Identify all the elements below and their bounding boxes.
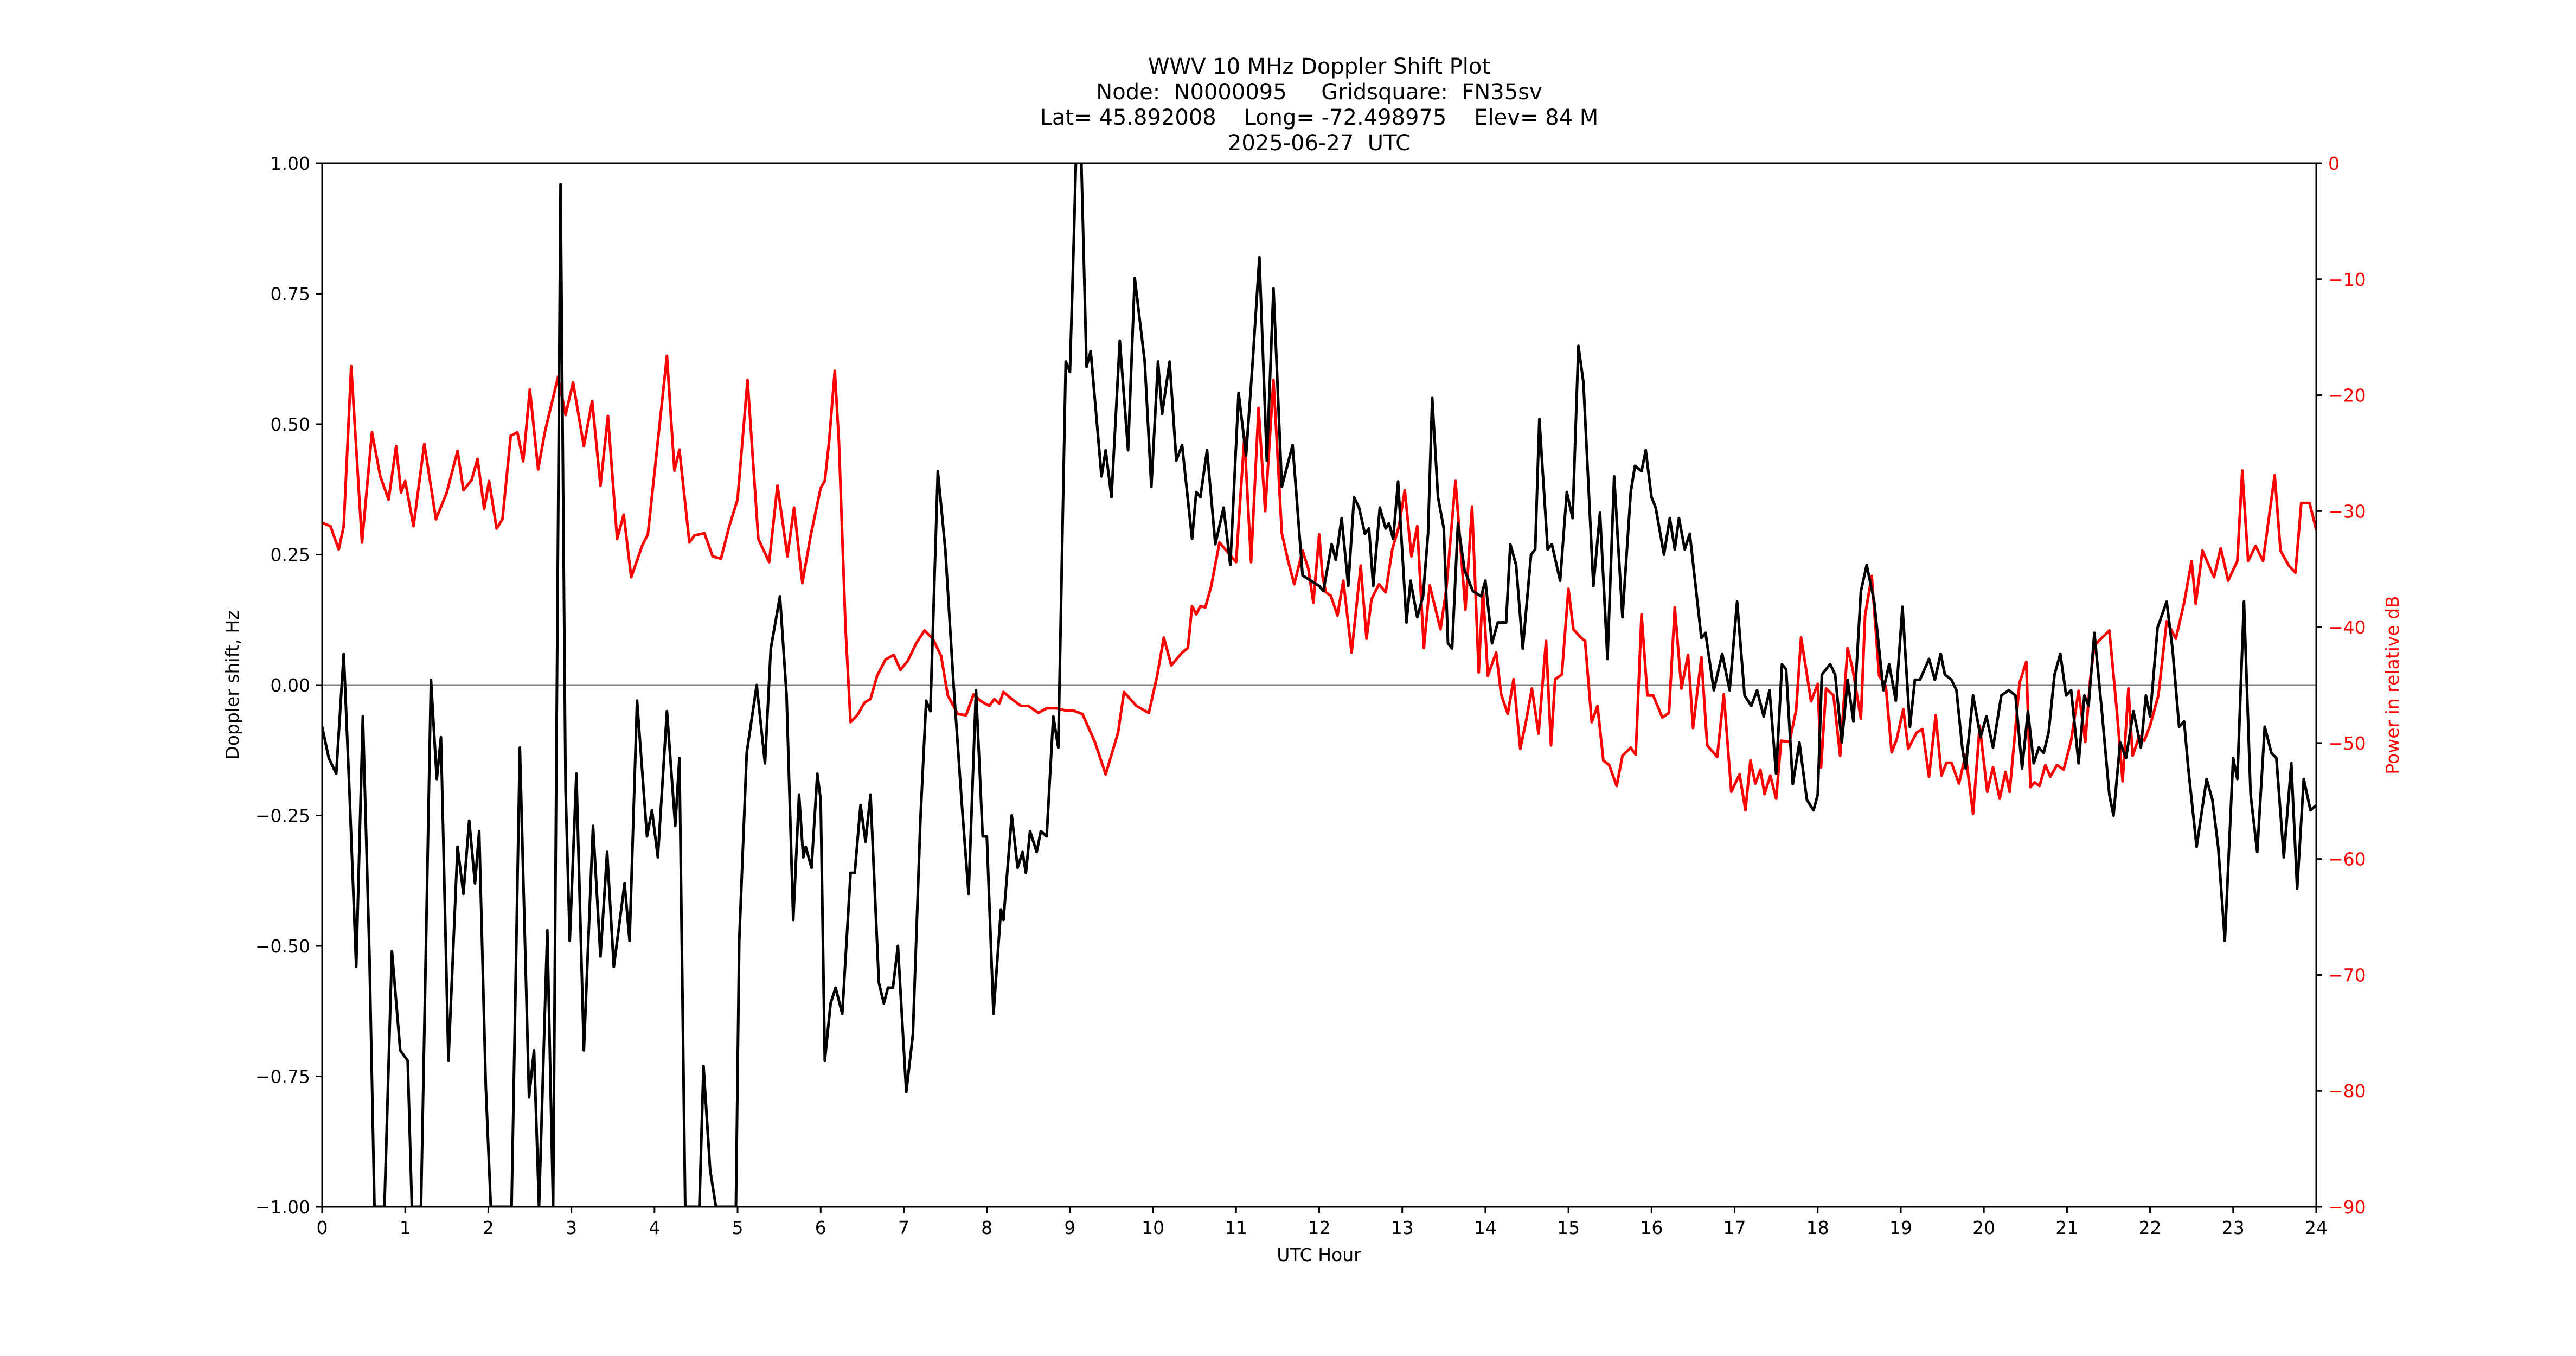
title-line-1: WWV 10 MHz Doppler Shift Plot bbox=[1148, 54, 1491, 79]
doppler-series-line bbox=[322, 163, 2316, 1207]
y-tick-label: −0.50 bbox=[255, 936, 310, 957]
y2-tick-label: −10 bbox=[2328, 269, 2366, 290]
x-tick-label: 7 bbox=[898, 1217, 909, 1238]
y-axis-left: 1.00 0.75 0.50 0.25 0.00 −0.25 −0.50 −0.75 −1.00 bbox=[255, 153, 322, 1218]
power-line bbox=[322, 354, 2316, 815]
x-tick-label: 17 bbox=[1723, 1217, 1746, 1238]
x-tick-label: 0 bbox=[317, 1217, 328, 1238]
y2-tick-label: −20 bbox=[2328, 385, 2366, 406]
x-tick-label: 24 bbox=[2305, 1217, 2328, 1238]
y2-tick-label: −40 bbox=[2328, 617, 2366, 638]
x-tick-label: 1 bbox=[400, 1217, 411, 1238]
y-tick-label: −0.75 bbox=[255, 1066, 310, 1088]
x-tick-label: 10 bbox=[1142, 1217, 1164, 1238]
y2-tick-label: −70 bbox=[2328, 964, 2366, 986]
x-tick-label: 19 bbox=[1889, 1217, 1912, 1238]
x-tick-label: 14 bbox=[1474, 1217, 1497, 1238]
y2-tick-label: −90 bbox=[2328, 1197, 2366, 1218]
x-tick-label: 15 bbox=[1557, 1217, 1580, 1238]
x-axis: 0 1 2 3 4 5 6 7 8 9 10 11 12 13 14 15 16 17 18 19 20 21 22 23 24 bbox=[317, 1207, 2328, 1238]
x-tick-label: 11 bbox=[1225, 1217, 1247, 1238]
y-tick-label: 0.50 bbox=[271, 414, 310, 435]
y-tick-label: −1.00 bbox=[255, 1197, 310, 1218]
x-tick-label: 20 bbox=[1972, 1217, 1995, 1238]
y2-tick-label: −60 bbox=[2328, 849, 2366, 870]
x-tick-label: 12 bbox=[1308, 1217, 1331, 1238]
x-tick-label: 9 bbox=[1064, 1217, 1075, 1238]
y-tick-label: 0.75 bbox=[271, 284, 310, 305]
x-tick-label: 16 bbox=[1640, 1217, 1663, 1238]
x-tick-label: 18 bbox=[1806, 1217, 1829, 1238]
title-line-4-date: 2025-06-27 UTC bbox=[1227, 131, 1411, 156]
doppler-line bbox=[322, 163, 2316, 1207]
title-line-2-node-gridsquare: Node: N0000095 Gridsquare: FN35sv bbox=[1096, 80, 1542, 105]
x-tick-label: 22 bbox=[2139, 1217, 2162, 1238]
x-tick-label: 5 bbox=[732, 1217, 744, 1238]
y-tick-label: 0.00 bbox=[271, 675, 310, 696]
y2-axis-label: Power in relative dB bbox=[2382, 596, 2403, 774]
x-tick-label: 4 bbox=[649, 1217, 660, 1238]
x-tick-label: 13 bbox=[1391, 1217, 1414, 1238]
title-line-3-coordinates: Lat= 45.892008 Long= -72.498975 Elev= 84… bbox=[1040, 105, 1599, 130]
x-tick-label: 21 bbox=[2055, 1217, 2078, 1238]
x-tick-label: 3 bbox=[566, 1217, 577, 1238]
y-tick-label: 1.00 bbox=[271, 153, 310, 174]
y-tick-label: 0.25 bbox=[271, 545, 310, 566]
y2-tick-label: −80 bbox=[2328, 1080, 2366, 1102]
x-tick-label: 6 bbox=[815, 1217, 826, 1238]
y-axis-right: 0 −10 −20 −30 −40 −50 −60 −70 −80 −90 bbox=[2316, 153, 2366, 1218]
power-series-line bbox=[322, 354, 2316, 815]
x-tick-label: 2 bbox=[483, 1217, 494, 1238]
chart-title: WWV 10 MHz Doppler Shift Plot Node: N000… bbox=[322, 54, 2316, 156]
x-tick-label: 8 bbox=[981, 1217, 992, 1238]
x-tick-label: 23 bbox=[2222, 1217, 2245, 1238]
y-axis-label: Doppler shift, Hz bbox=[222, 610, 243, 759]
y-tick-label: −0.25 bbox=[255, 805, 310, 827]
y2-tick-label: 0 bbox=[2328, 153, 2340, 174]
y2-tick-label: −50 bbox=[2328, 733, 2366, 754]
y2-tick-label: −30 bbox=[2328, 501, 2366, 522]
x-axis-label: UTC Hour bbox=[1277, 1244, 1361, 1265]
